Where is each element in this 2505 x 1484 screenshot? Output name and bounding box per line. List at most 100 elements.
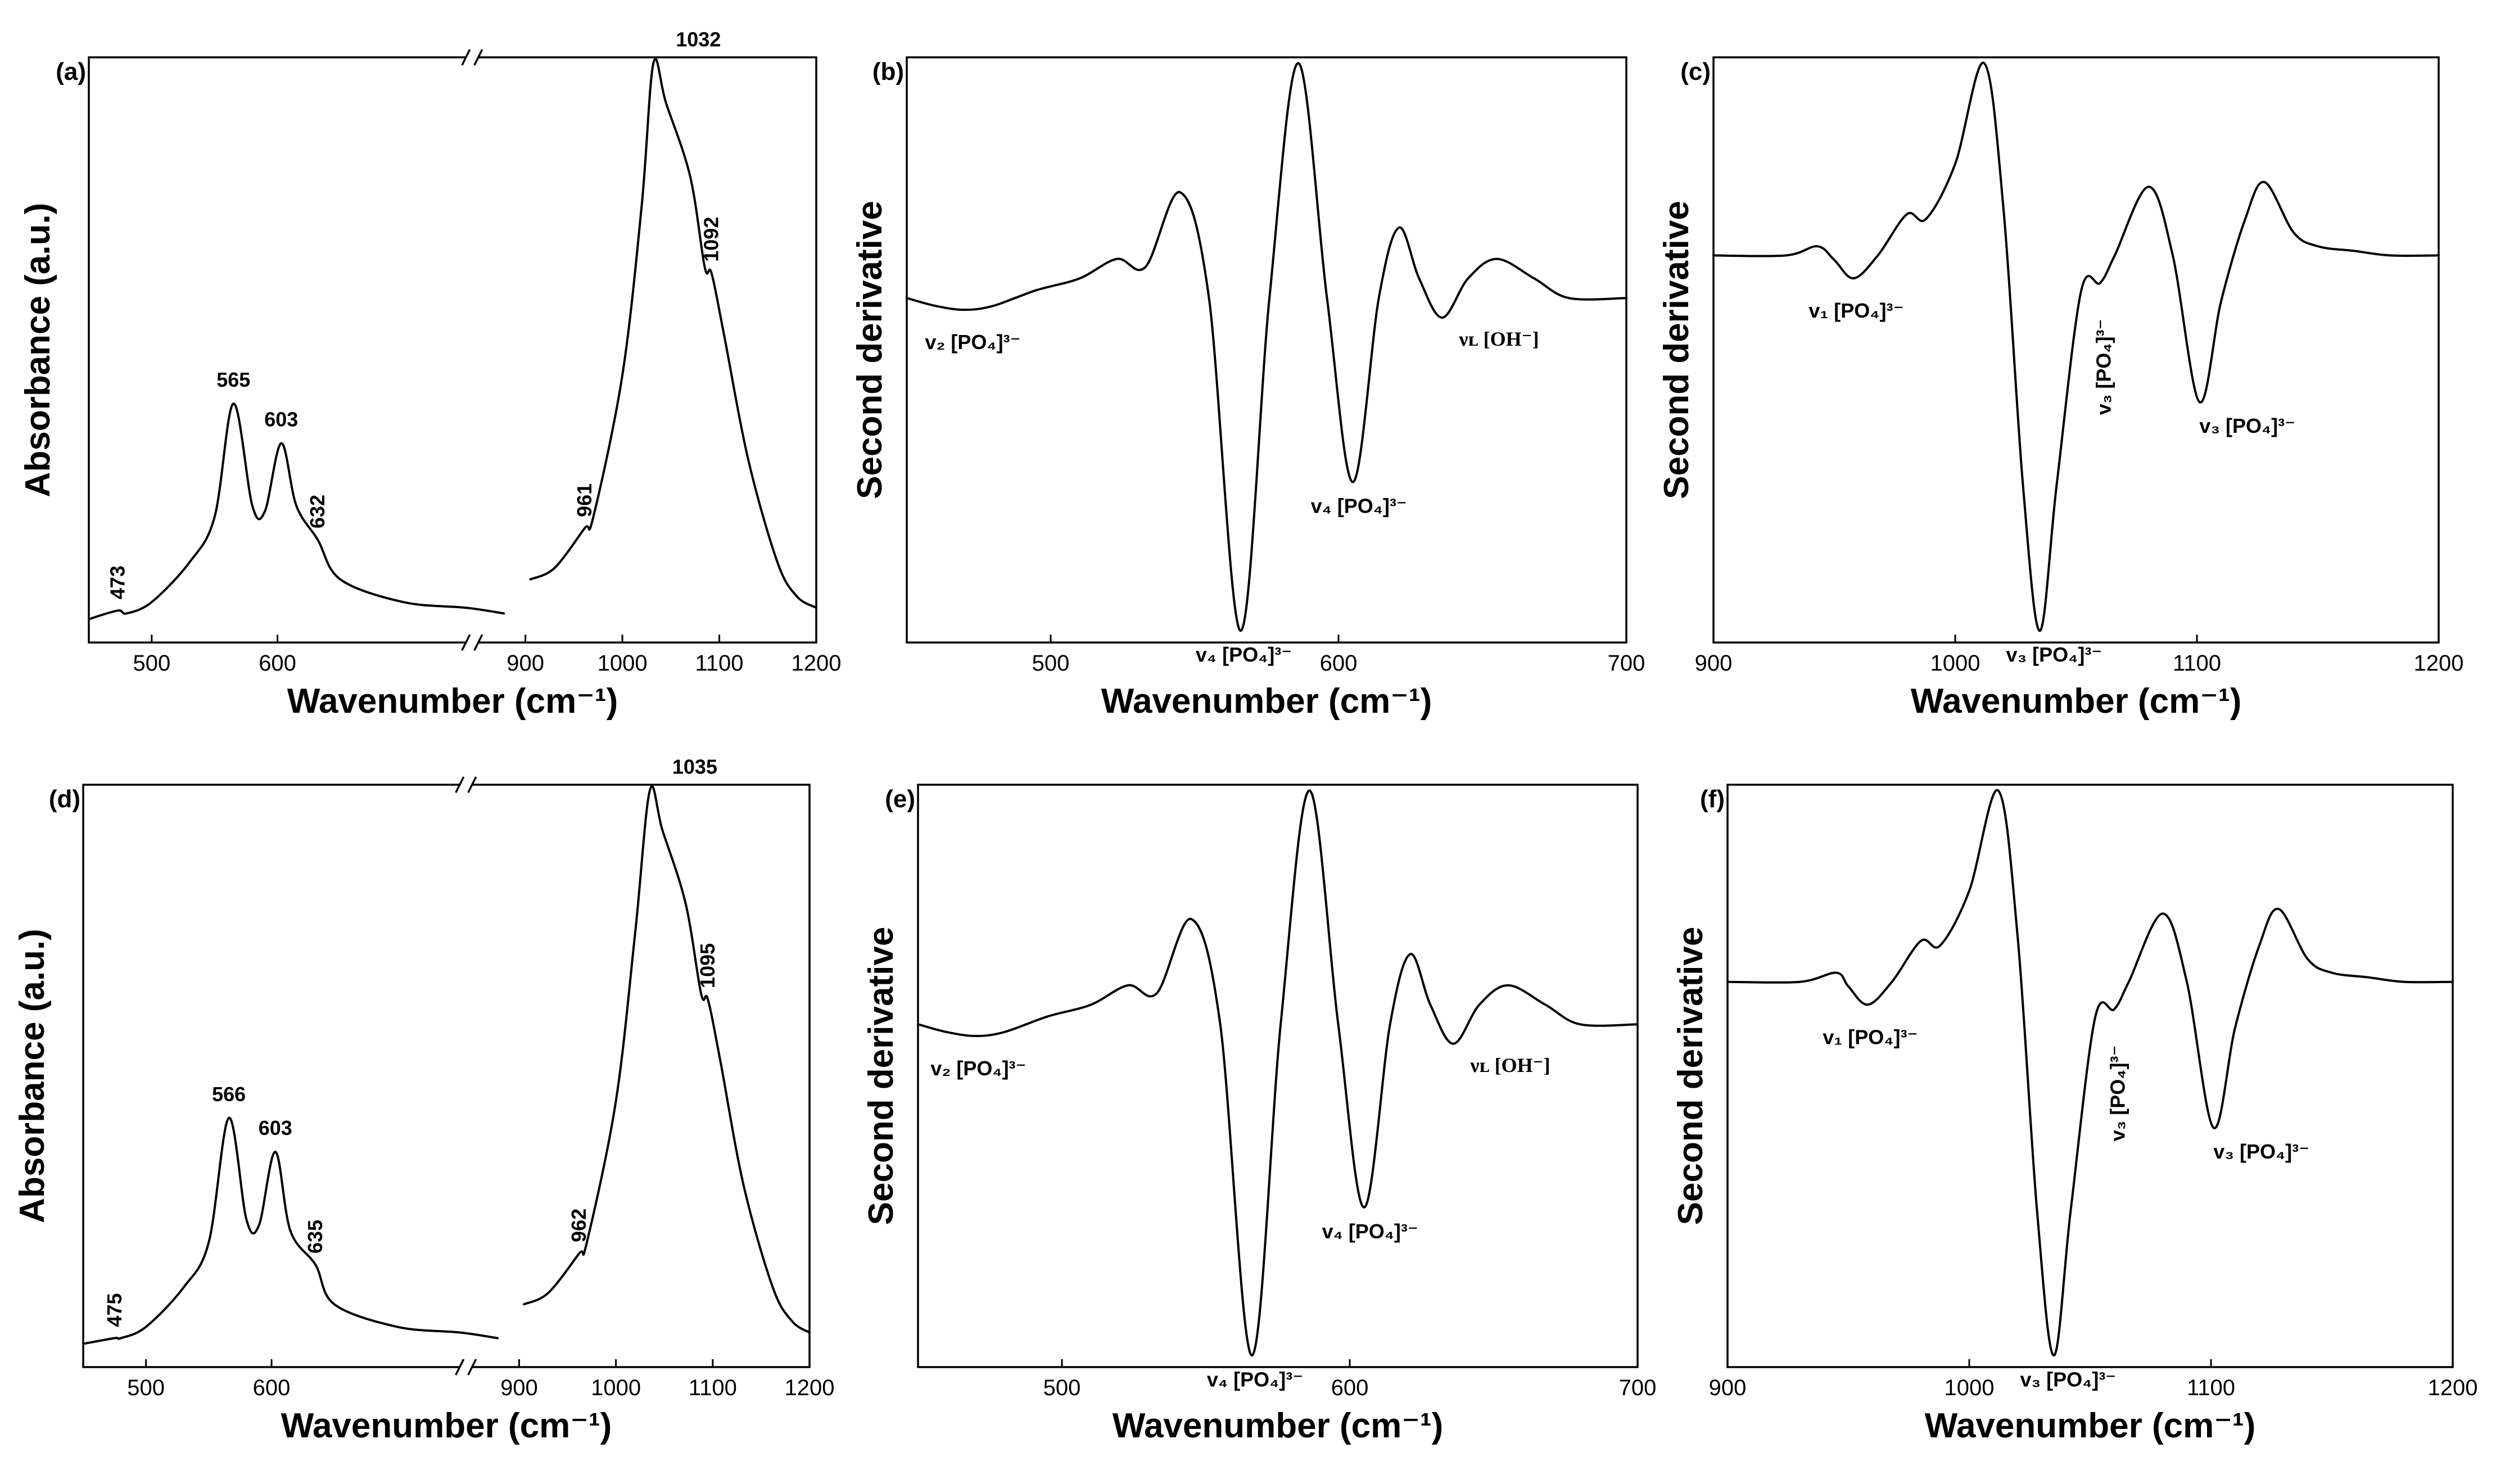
x-axis-title: Wavenumber (cm⁻¹) [281,1406,612,1445]
peak-label: 1095 [696,943,719,988]
band-annotation: v₂ [PO₄]³⁻ [925,331,1020,354]
band-annotation: v₃ [PO₄]³⁻ [2006,643,2102,666]
x-tick-label: 1100 [695,651,744,676]
spectrum-line-high [523,785,811,1334]
y-axis-title: Absorbance (a.u.) [13,929,52,1223]
y-axis-title: Second derivative [1671,927,1710,1225]
x-tick-label: 500 [1032,651,1070,676]
x-tick-label: 700 [1608,651,1645,676]
y-axis-title: Second derivative [1657,201,1696,499]
x-tick-label: 1200 [792,651,842,676]
band-annotation: v₂ [PO₄]³⁻ [930,1057,1026,1080]
panel-b: 500 600 700 Wavenumber (cm⁻¹) Second derivat… [851,56,1645,721]
band-annotation: v₁ [PO₄]³⁻ [1808,299,1903,322]
x-tick-label: 900 [1695,651,1733,676]
panel-c: 900 1000 1100 1200 Wavenumber (cm⁻¹) Second d… [1657,56,2463,721]
x-axis-title-unit: (cm⁻¹) [1340,1406,1443,1445]
x-axis-title-text: Wavenumber [281,1406,508,1445]
peak-label: 603 [259,1116,292,1139]
x-axis-title-unit: (cm⁻¹) [514,682,618,721]
axis-break-mark [467,1359,477,1376]
panel-e: 500 600 700 Wavenumber (cm⁻¹) Second derivat… [862,784,1657,1445]
x-tick-label: 900 [1709,1376,1747,1400]
x-axis-title-unit: (cm⁻¹) [2138,682,2241,721]
axis-break-mark [461,634,471,651]
panel-d: 500 600 900 1000 1100 1200 Wavenumber (cm⁻¹) Ab… [13,755,834,1445]
x-tick-label: 500 [1043,1376,1081,1400]
x-axis-title-unit: (cm⁻¹) [508,1406,612,1445]
x-tick-label: 900 [500,1376,538,1400]
peak-label: 632 [306,495,329,528]
spectrum-line [1712,61,2440,632]
x-tick-label: 700 [1619,1376,1657,1400]
x-tick-label: 900 [507,651,544,676]
x-axis-title-text: Wavenumber [1101,682,1328,721]
spectrum-line-low [88,402,505,621]
y-axis-title: Second derivative [851,201,889,499]
peak-label: 566 [212,1083,246,1106]
x-axis-title-unit: (cm⁻¹) [2152,1406,2255,1445]
plot-frame [917,784,1639,1368]
band-annotation: v₃ [PO₄]³⁻ [2020,1368,2117,1391]
break-mask-bottom [466,636,478,649]
spectrum-line [1726,789,2454,1357]
x-tick-label: 500 [133,651,170,676]
plot-frame [1726,784,2454,1368]
x-axis-title-text: Wavenumber [1925,1406,2152,1445]
y-axis-title: Absorbance (a.u.) [19,203,57,497]
spectrum-line-low [82,1116,499,1345]
spectrum-line [917,789,1639,1357]
panel-label: (c) [1680,58,1711,85]
axis-break-mark [473,634,483,651]
break-mask-top [460,778,472,791]
axis-break-mark [467,776,477,793]
band-annotation: νʟ [OH⁻] [1458,328,1539,350]
axis-break-mark [461,49,471,66]
plot-frame [82,784,811,1368]
band-annotation: v₄ [PO₄]³⁻ [1207,1368,1303,1391]
peak-label: 565 [216,368,250,391]
peak-label: 1035 [672,755,717,778]
x-axis-title: Wavenumber (cm⁻¹) [1101,682,1432,721]
band-annotation: νʟ [OH⁻] [1469,1054,1550,1076]
band-annotation: v₁ [PO₄]³⁻ [1823,1025,1918,1048]
x-tick-label: 600 [259,651,296,676]
panel-label: (f) [1700,785,1725,813]
band-annotation: v₃ [PO₄]³⁻ [2092,319,2115,415]
peak-label: 961 [573,483,596,517]
x-tick-label: 600 [1320,651,1358,676]
panel-label: (a) [56,58,86,85]
x-tick-label: 1000 [1930,651,1981,676]
plot-frame [906,56,1627,644]
x-tick-label: 1000 [591,1376,641,1400]
axis-break-mark [455,776,465,793]
peak-label: 475 [103,1293,126,1327]
spectrum-line [906,62,1627,632]
panel-f: 900 1000 1100 1200 Wavenumber (cm⁻¹) Second d… [1671,784,2478,1445]
x-axis-title: Wavenumber (cm⁻¹) [1925,1406,2256,1445]
x-tick-label: 1000 [1945,1376,1995,1400]
x-axis-title-text: Wavenumber [1113,1406,1340,1445]
break-mask-bottom [460,1360,472,1374]
x-axis-title: Wavenumber (cm⁻¹) [1911,682,2242,721]
x-tick-label: 600 [253,1376,291,1400]
y-axis-title: Second derivative [862,927,901,1225]
spectrum-line-high [529,57,817,609]
panel-label: (d) [49,785,80,813]
x-tick-label: 1100 [2187,1376,2235,1400]
plot-frame [88,56,817,644]
band-annotation: v₄ [PO₄]³⁻ [1311,495,1407,518]
x-tick-label: 1100 [2173,651,2221,676]
x-axis-title-text: Wavenumber [287,682,514,721]
plot-frame [1712,56,2440,644]
x-tick-label: 1200 [2428,1376,2478,1400]
panel-a: 500 600 900 1000 1100 1200 Wavenumber (cm⁻¹) Ab… [19,28,841,721]
break-mask-top [466,51,478,64]
axis-break-mark [473,49,483,66]
peak-label: 1032 [676,28,721,51]
axis-break-mark [455,1359,465,1376]
x-axis-title: Wavenumber (cm⁻¹) [287,682,618,721]
x-axis-title-text: Wavenumber [1911,682,2138,721]
band-annotation: v₄ [PO₄]³⁻ [1196,643,1292,666]
